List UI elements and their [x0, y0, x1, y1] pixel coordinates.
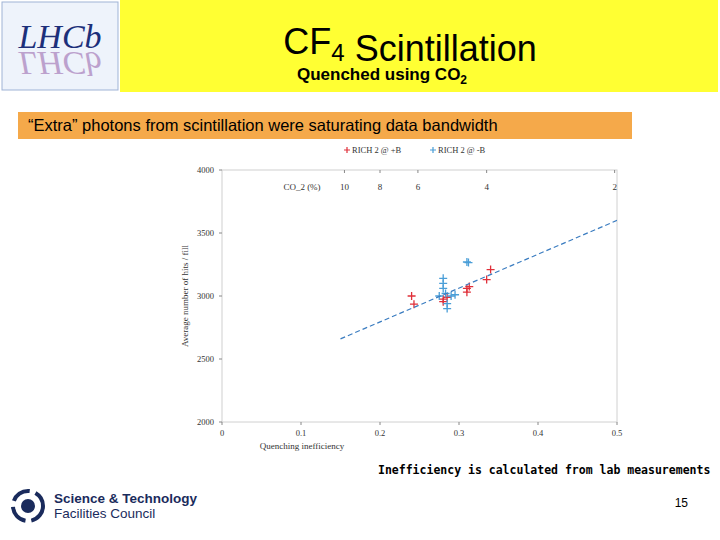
- text-part: Quenched using CO: [297, 65, 460, 84]
- y-tick-label: 2500: [197, 354, 214, 364]
- y-tick: [219, 233, 222, 234]
- x-tick-label: 0.4: [533, 428, 544, 438]
- data-marks: [341, 220, 618, 338]
- text-part: Scintillation: [345, 28, 537, 69]
- legend-marker: [430, 147, 436, 153]
- point: [487, 266, 495, 274]
- x2-tick: [344, 170, 345, 173]
- x-tick-label: 0.5: [612, 428, 623, 438]
- x2-tick: [380, 170, 381, 173]
- point: [447, 292, 455, 300]
- logo-line: Facilities Council: [54, 506, 155, 521]
- logo-reflection: LHCb: [17, 45, 101, 82]
- x-tick: [538, 422, 539, 425]
- x2-tick-label: 10: [340, 182, 350, 192]
- y-tick: [219, 170, 222, 171]
- x-tick-label: 0.1: [296, 428, 307, 438]
- x-tick-label: 0: [220, 428, 224, 438]
- chart: 2000 2500 3000 3500 4000 0 0.1 0.2 0.3 0.4 0.5 10 8 6…: [180, 145, 622, 451]
- legend-label: RICH 2 @ +B: [352, 145, 402, 155]
- x2-tick: [486, 170, 487, 173]
- y-tick-label: 3000: [197, 291, 214, 301]
- y-tick: [219, 296, 222, 297]
- slide: LHCbLHCbCF4 ScintillationQuenched using …: [0, 0, 720, 540]
- x-tick: [301, 422, 302, 425]
- title: CF4 Scintillation: [283, 21, 536, 69]
- y-tick: [219, 359, 222, 360]
- fit-line: [341, 220, 618, 338]
- x2-tick-label: 4: [484, 182, 489, 192]
- x2-tick-label: 2: [612, 182, 617, 192]
- x-tick: [222, 422, 223, 425]
- legend-label: RICH 2 @ -B: [438, 145, 486, 155]
- point: [451, 291, 459, 299]
- point: [439, 298, 447, 306]
- y-axis-label: Average number of hits / fill: [180, 244, 190, 347]
- x-axis-label: Quenching inefficiency: [260, 441, 345, 451]
- x2-axis-label: CO_2 (%): [283, 182, 320, 192]
- legend-marker: [344, 147, 350, 153]
- y-tick-label: 3500: [197, 228, 214, 238]
- subscript: 4: [331, 39, 344, 66]
- background: [0, 0, 720, 540]
- point: [443, 305, 451, 313]
- footer-logo: Science & TechnologyFacilities Council: [13, 491, 198, 521]
- logo-icon: [13, 491, 43, 521]
- subtitle: Quenched using CO2: [297, 65, 467, 87]
- point: [408, 292, 416, 300]
- logo-line: Science & Technology: [54, 491, 198, 506]
- x2-tick: [614, 170, 615, 173]
- x-tick: [617, 422, 618, 425]
- x2-tick-label: 8: [378, 182, 383, 192]
- header-band: [120, 0, 718, 92]
- logo-icon-core: [21, 499, 35, 513]
- y-tick-label: 4000: [197, 165, 214, 175]
- legend: RICH 2 @ +B RICH 2 @ -B: [344, 145, 486, 155]
- y-tick-label: 2000: [197, 417, 214, 427]
- point: [464, 259, 472, 267]
- text-part: CF: [283, 21, 331, 62]
- x2-tick: [417, 170, 418, 173]
- x2-tick-label: 6: [416, 182, 421, 192]
- page-number: 15: [675, 496, 689, 510]
- x-tick-label: 0.2: [375, 428, 386, 438]
- banner-box: [18, 112, 632, 139]
- plot-frame: [222, 170, 617, 422]
- x-tick: [380, 422, 381, 425]
- subscript: 2: [460, 73, 467, 87]
- page: {"slide": {"title": "CF4 Scintillation",…: [0, 0, 720, 540]
- note: Inefficiency is calculated from lab meas…: [378, 463, 710, 477]
- logo-box: [2, 2, 118, 90]
- banner-text: “Extra” photons from scintillation were …: [28, 116, 498, 134]
- x-tick-label: 0.3: [454, 428, 465, 438]
- x-tick: [459, 422, 460, 425]
